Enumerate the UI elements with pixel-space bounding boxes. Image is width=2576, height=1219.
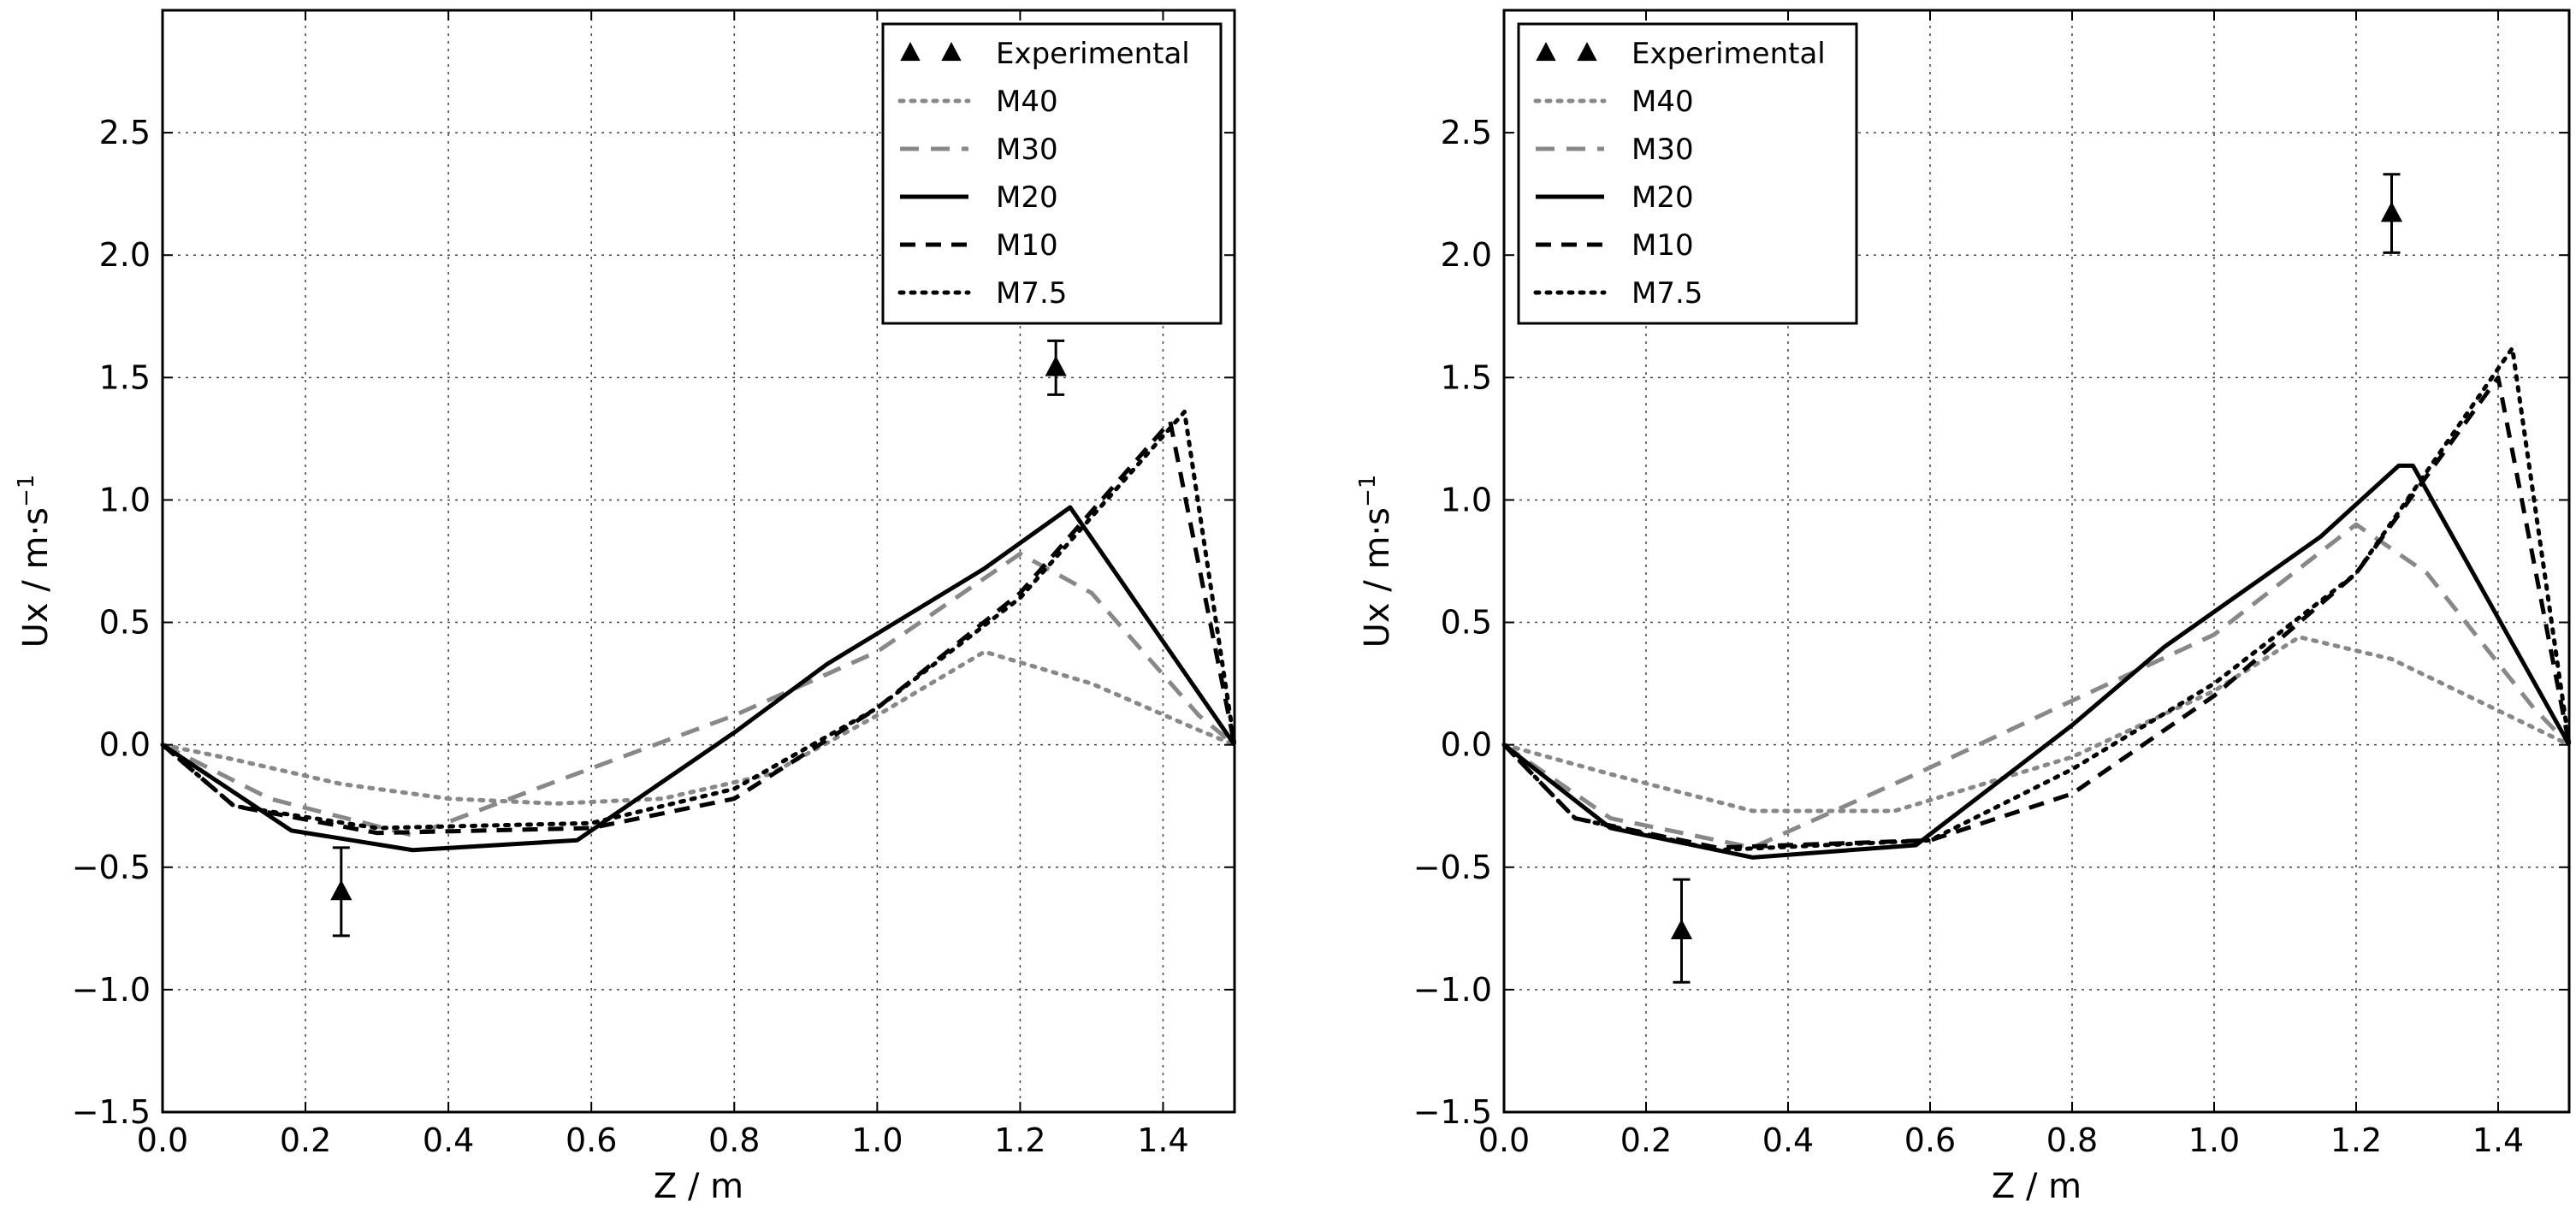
legend-label: M30 xyxy=(1631,133,1694,167)
x-axis-label-left: Z / m xyxy=(654,1167,743,1206)
y-tick-label: 2.5 xyxy=(99,114,151,151)
series-line-m40 xyxy=(160,649,1237,806)
series-line-m20 xyxy=(1502,463,2572,860)
series-line-m20 xyxy=(161,505,1237,853)
legend-label: M20 xyxy=(996,180,1058,215)
x-tick-label: 0.0 xyxy=(1478,1121,1530,1159)
x-tick-label: 1.2 xyxy=(994,1121,1045,1159)
x-axis-label-right: Z / m xyxy=(1992,1167,2082,1206)
y-tick-label: −1.0 xyxy=(72,971,151,1009)
y-axis-label-right: Ux / m·s−1 xyxy=(1355,475,1397,648)
x-tick-label: 0.0 xyxy=(137,1121,188,1159)
y-tick-label: −1.5 xyxy=(1413,1093,1492,1131)
x-tick-label: 0.6 xyxy=(566,1121,617,1159)
legend-label: M10 xyxy=(1631,228,1694,263)
chart-panel-left: 0.0 0.2 0.4 0.6 0.8 1.0 1.2 1.4 −1.5 −1.0 −0.5 0.0 0… xyxy=(14,9,1237,1206)
experimental-left xyxy=(330,339,1067,938)
plot-frame-left xyxy=(161,9,1236,1114)
legend-label: M40 xyxy=(1631,85,1694,119)
legend-right: Experimental M40 M30 M20 M10 M7.5 xyxy=(1517,22,1858,325)
x-tick-label: 1.4 xyxy=(2472,1121,2524,1159)
series-line-m10 xyxy=(1502,375,2572,850)
y-axis-label-unit: s xyxy=(16,507,56,525)
y-tick-label: −0.5 xyxy=(1413,849,1492,886)
legend-marker-experimental xyxy=(1536,42,1556,62)
experimental-point xyxy=(1670,919,1693,939)
y-axis-label-dot: · xyxy=(1358,525,1397,536)
x-tick-label: 1.0 xyxy=(851,1121,903,1159)
experimental-point xyxy=(330,879,352,901)
series-line-m10 xyxy=(161,419,1237,836)
y-axis-label-exp: −1 xyxy=(14,475,39,507)
series-line-m7-5 xyxy=(1501,346,2572,853)
y-tick-label: 0.0 xyxy=(99,726,151,764)
y-tick-label: −1.5 xyxy=(72,1093,151,1131)
series-line-m30 xyxy=(1502,522,2571,850)
y-tick-label: 2.5 xyxy=(1441,114,1492,151)
x-tick-label: 0.4 xyxy=(423,1121,474,1159)
experimental-right xyxy=(1670,173,2403,984)
ticks-right: 0.0 0.2 0.4 0.6 0.8 1.0 1.2 1.4 −1.5 −1.0 −0.5 0.0 0… xyxy=(1413,10,2569,1159)
x-tick-label: 1.4 xyxy=(1137,1121,1188,1159)
legend-label: M7.5 xyxy=(1631,276,1703,311)
x-tick-label: 1.2 xyxy=(2330,1121,2382,1159)
legend-label: M40 xyxy=(996,85,1058,119)
legend-label: M20 xyxy=(1631,180,1694,215)
y-axis-label-main: Ux / m xyxy=(1358,536,1397,648)
x-tick-label: 0.2 xyxy=(1620,1121,1672,1159)
legend-marker-experimental xyxy=(941,42,962,62)
y-tick-label: 1.0 xyxy=(1441,481,1492,518)
series-left xyxy=(160,409,1237,853)
y-tick-label: −1.0 xyxy=(1413,971,1492,1009)
y-tick-label: 0.5 xyxy=(1441,604,1492,642)
y-axis-label-unit: s xyxy=(1358,507,1397,525)
plot-frame-right xyxy=(1502,9,2571,1114)
y-tick-label: 0.5 xyxy=(99,604,151,642)
experimental-point xyxy=(2380,201,2403,222)
y-axis-label-main: Ux / m xyxy=(16,536,56,648)
y-tick-label: 0.0 xyxy=(1441,726,1492,764)
legend-marker-experimental xyxy=(1577,42,1597,62)
x-tick-label: 0.2 xyxy=(280,1121,331,1159)
x-tick-label: 0.8 xyxy=(2046,1121,2098,1159)
legend-label: M30 xyxy=(996,133,1058,167)
legend-label: Experimental xyxy=(996,37,1190,71)
y-tick-label: −0.5 xyxy=(72,849,151,886)
legend-frame xyxy=(881,22,1223,325)
series-line-m7-5 xyxy=(160,409,1237,831)
series-line-m40 xyxy=(1501,635,2572,814)
legend-label: M7.5 xyxy=(996,276,1067,311)
y-tick-label: 2.0 xyxy=(1441,236,1492,274)
series-line-m30 xyxy=(161,551,1236,838)
legend-frame xyxy=(1517,22,1858,325)
experimental-point xyxy=(1045,355,1067,376)
y-axis-label-exp: −1 xyxy=(1355,475,1381,507)
x-tick-label: 1.0 xyxy=(2188,1121,2240,1159)
y-tick-label: 1.0 xyxy=(99,481,151,518)
legend-label: Experimental xyxy=(1631,37,1826,71)
legend-left: Experimental M40 M30 M20 M10 M7.5 xyxy=(881,22,1223,325)
y-tick-label: 2.0 xyxy=(99,236,151,274)
x-tick-label: 0.6 xyxy=(1904,1121,1956,1159)
series-right xyxy=(1501,346,2572,860)
x-tick-label: 0.8 xyxy=(708,1121,760,1159)
y-axis-label-left: Ux / m·s−1 xyxy=(14,475,56,648)
y-axis-label-dot: · xyxy=(16,525,56,536)
ticks-left: 0.0 0.2 0.4 0.6 0.8 1.0 1.2 1.4 −1.5 −1.0 −0.5 0.0 0… xyxy=(72,10,1235,1159)
legend-label: M10 xyxy=(996,228,1058,263)
y-tick-label: 1.5 xyxy=(1441,358,1492,396)
legend-marker-experimental xyxy=(900,42,921,62)
chart-panel-right: 0.0 0.2 0.4 0.6 0.8 1.0 1.2 1.4 −1.5 −1.0 −0.5 0.0 0… xyxy=(1355,9,2572,1206)
x-tick-label: 0.4 xyxy=(1762,1121,1814,1159)
y-tick-label: 1.5 xyxy=(99,358,151,396)
